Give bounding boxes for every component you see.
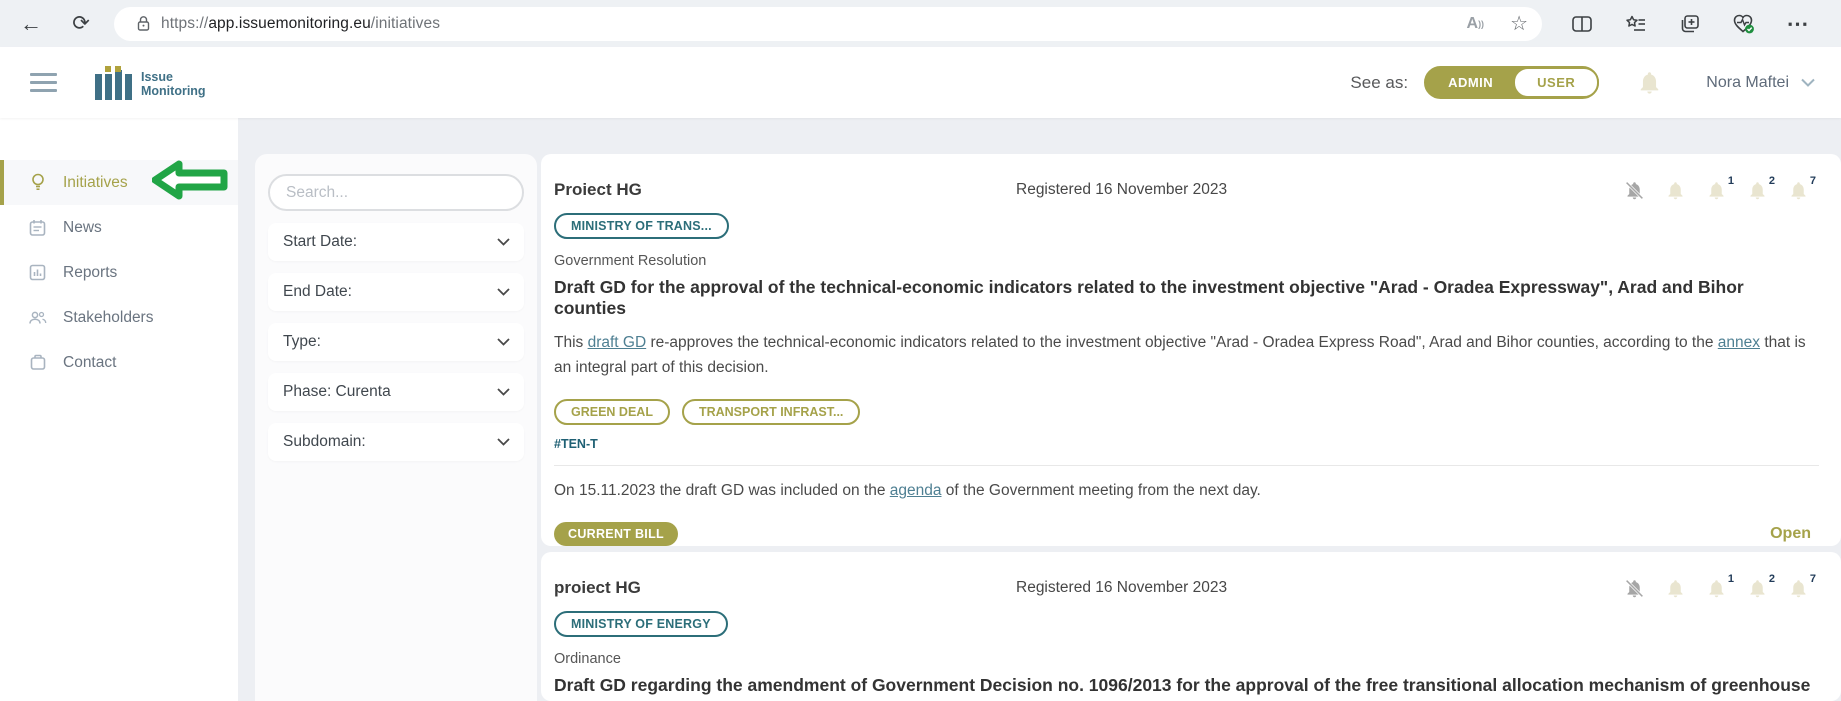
user-name: Nora Maftei: [1706, 73, 1789, 91]
address-bar[interactable]: https://app.issuemonitoring.eu/initiativ…: [114, 6, 1542, 41]
notifications-bell-icon[interactable]: [1637, 70, 1662, 96]
sidebar-label: Contact: [63, 353, 117, 371]
bell-count-badge: 1: [1727, 175, 1734, 187]
bell-icon[interactable]: 2: [1747, 175, 1775, 201]
chevron-down-icon: [497, 388, 510, 396]
bell-count-badge: 1: [1727, 573, 1734, 585]
bell-icon[interactable]: [1665, 180, 1686, 201]
ministry-tag[interactable]: MINISTRY OF TRANS...: [554, 213, 729, 239]
chevron-down-icon: [497, 438, 510, 446]
split-screen-icon[interactable]: [1570, 14, 1594, 34]
status-badge: CURRENT BILL: [554, 522, 678, 546]
calendar-icon: [28, 219, 47, 237]
initiative-card: Proiect HG Registered 16 November 2023: [541, 154, 1841, 546]
sidebar-label: News: [63, 218, 102, 236]
document-type: Ordinance: [554, 651, 621, 667]
chevron-down-icon: [497, 338, 510, 346]
annotation-arrow-left-icon: [152, 160, 228, 200]
bell-icon[interactable]: 7: [1788, 175, 1816, 201]
draft-gd-link[interactable]: draft GD: [587, 334, 647, 351]
bar-chart-icon: [28, 264, 47, 281]
bell-count-badge: 2: [1768, 573, 1775, 585]
open-button[interactable]: Open: [1770, 525, 1811, 542]
bell-icon[interactable]: 1: [1706, 573, 1734, 599]
bell-icon[interactable]: [1665, 578, 1686, 599]
browser-menu-icon[interactable]: ⋯: [1786, 10, 1810, 36]
initiative-card: proiect HG Registered 16 November 2023: [541, 552, 1841, 701]
initiative-description: This draft GD re-approves the technical-…: [554, 334, 1806, 376]
bell-count-badge: 7: [1809, 573, 1816, 585]
initiative-headline: Draft GD regarding the amendment of Gove…: [554, 675, 1811, 695]
sidebar-label: Reports: [63, 263, 118, 281]
search-input[interactable]: [268, 174, 524, 211]
bell-icon[interactable]: 1: [1706, 175, 1734, 201]
sidebar-label: Initiatives: [63, 173, 128, 191]
topic-tag[interactable]: TRANSPORT INFRAST...: [681, 399, 861, 425]
role-toggle[interactable]: ADMIN USER: [1424, 66, 1600, 99]
user-menu[interactable]: Nora Maftei: [1706, 74, 1815, 92]
see-as-label: See as:: [1350, 72, 1409, 92]
filter-phase[interactable]: Phase: Curenta: [268, 373, 524, 411]
notifications-off-icon[interactable]: [1624, 578, 1645, 599]
bell-count-badge: 2: [1768, 175, 1775, 187]
sidebar: Initiatives News Reports Stakeholders: [0, 118, 238, 701]
people-icon: [28, 310, 47, 326]
card-divider: [554, 465, 1819, 466]
browser-toolbar: ← ⟳ https://app.issuemonitoring.eu/initi…: [0, 0, 1841, 47]
initiative-title: proiect HG: [554, 578, 641, 597]
logo-bars-icon: [95, 65, 132, 100]
issue-monitoring-logo[interactable]: Issue Monitoring: [95, 65, 206, 100]
chevron-down-icon: [497, 288, 510, 296]
chevron-down-icon: [497, 238, 510, 246]
menu-hamburger-icon[interactable]: [30, 68, 57, 97]
initiative-title: Proiect HG: [554, 180, 642, 199]
bell-count-badge: 7: [1809, 175, 1816, 187]
logo-text: Issue Monitoring: [141, 69, 206, 98]
filter-start-date[interactable]: Start Date:: [268, 223, 524, 261]
annex-link[interactable]: annex: [1717, 334, 1761, 351]
sidebar-item-reports[interactable]: Reports: [0, 250, 238, 295]
role-admin-segment[interactable]: ADMIN: [1448, 75, 1494, 90]
favorite-star-icon[interactable]: ☆: [1510, 13, 1528, 35]
initiative-update: On 15.11.2023 the draft GD was included …: [554, 482, 1261, 499]
bell-icon[interactable]: 2: [1747, 573, 1775, 599]
sidebar-item-contact[interactable]: Contact: [0, 340, 238, 385]
registered-date: Registered 16 November 2023: [1016, 181, 1228, 198]
filter-type[interactable]: Type:: [268, 323, 524, 361]
hashtag[interactable]: #TEN-T: [554, 437, 598, 451]
url-text: https://app.issuemonitoring.eu/initiativ…: [161, 14, 441, 32]
filter-subdomain[interactable]: Subdomain:: [268, 423, 524, 461]
role-user-segment[interactable]: USER: [1513, 67, 1600, 98]
browser-essentials-icon[interactable]: [1732, 13, 1756, 35]
filter-end-date[interactable]: End Date:: [268, 273, 524, 311]
read-aloud-icon[interactable]: A)): [1466, 14, 1485, 32]
sidebar-item-news[interactable]: News: [0, 205, 238, 250]
registered-date: Registered 16 November 2023: [1016, 579, 1228, 596]
filter-panel: Start Date: End Date: Type: Phase: Curen…: [255, 154, 537, 701]
initiative-headline: Draft GD for the approval of the technic…: [554, 277, 1744, 318]
lightbulb-icon: [28, 173, 47, 192]
notifications-off-icon[interactable]: [1624, 180, 1645, 201]
lock-icon: [136, 15, 151, 32]
chevron-down-icon: [1801, 78, 1815, 87]
briefcase-icon: [28, 354, 47, 371]
sidebar-item-stakeholders[interactable]: Stakeholders: [0, 295, 238, 340]
topic-tag[interactable]: GREEN DEAL: [554, 399, 670, 425]
sidebar-label: Stakeholders: [63, 308, 154, 326]
bell-icon[interactable]: 7: [1788, 573, 1816, 599]
ministry-tag[interactable]: MINISTRY OF ENERGY: [554, 611, 728, 637]
refresh-icon[interactable]: ⟳: [72, 12, 90, 35]
document-type: Government Resolution: [554, 253, 707, 269]
app-header: Issue Monitoring See as: ADMIN USER Nora …: [0, 47, 1841, 118]
back-icon[interactable]: ←: [20, 10, 42, 36]
collections-icon[interactable]: [1624, 14, 1648, 34]
agenda-link[interactable]: agenda: [889, 482, 942, 499]
tab-copies-icon[interactable]: [1678, 14, 1702, 34]
